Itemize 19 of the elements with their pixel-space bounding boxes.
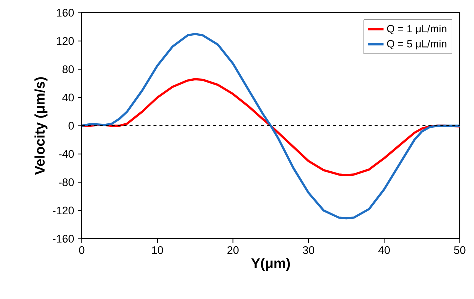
legend-label: Q = 1 μL/min: [387, 24, 447, 35]
y-tick-label: 40: [62, 94, 74, 102]
x-tick-label: 0: [79, 246, 85, 254]
x-tick-label: 20: [228, 246, 239, 254]
y-tick-label: 0: [68, 122, 74, 130]
x-tick-label: 40: [378, 246, 390, 254]
x-tick-label: 10: [152, 246, 164, 254]
y-tick-label: 80: [62, 66, 74, 74]
y-tick-label: 120: [57, 37, 74, 46]
y-tick-label: -160: [53, 235, 74, 243]
legend-label: Q = 5 μL/min: [387, 40, 447, 50]
y-tick-label: -120: [53, 206, 74, 215]
y-tick-label: -40: [59, 150, 74, 158]
y-tick-label: -80: [59, 178, 74, 186]
x-tick-label: 50: [454, 246, 466, 254]
x-axis-title: Y(μm): [251, 258, 290, 272]
y-tick-label: 160: [57, 9, 74, 17]
y-axis-title: Velocity (μm/s): [34, 77, 48, 176]
x-tick-label: 30: [303, 246, 314, 254]
